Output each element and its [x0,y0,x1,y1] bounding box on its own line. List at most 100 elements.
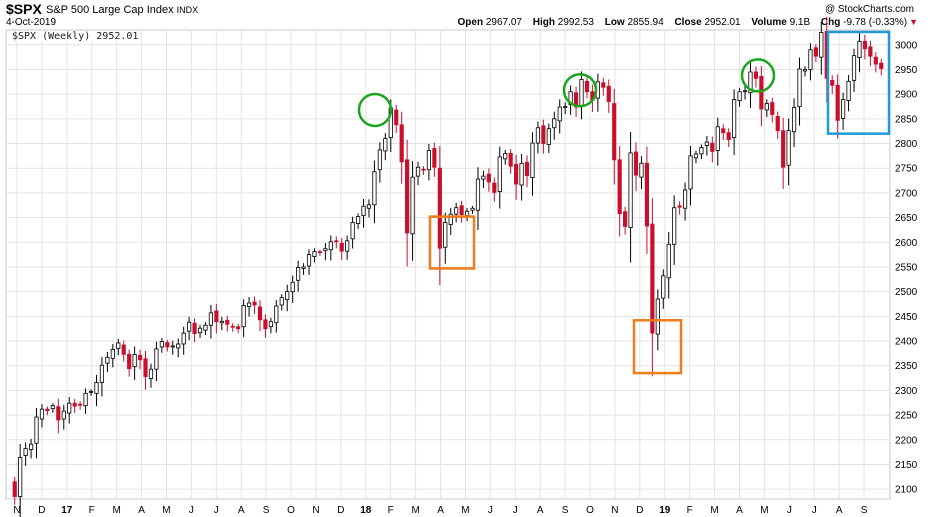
candle-body [192,322,197,335]
candle-body [399,124,404,163]
candle-body [306,254,312,267]
candle-body [514,163,519,185]
candle-body [137,354,143,361]
candle-body [524,161,530,177]
x-tick-label: N [611,505,618,516]
candle-body [704,141,709,146]
candle-body [879,62,884,69]
candle-body [301,266,306,269]
y-tick-label: 2300 [895,386,918,397]
candle-body [677,205,682,208]
candle-body [39,408,45,420]
candle-body [775,115,780,132]
candle-body [486,173,491,183]
candle-body [802,69,808,72]
candle-body [666,243,671,279]
x-tick-label: O [287,505,295,516]
x-tick-label: A [836,505,843,516]
candle-body [355,216,361,224]
x-tick-label: A [238,505,245,516]
x-tick-label: D [636,505,643,516]
candle-body [682,189,688,209]
candle-body [257,306,263,321]
candle-body [99,364,105,383]
y-tick-label: 2750 [895,164,918,175]
y-tick-label: 2200 [895,435,918,446]
candle-body [28,443,34,451]
candle-body [764,103,769,111]
candle-body [617,159,622,215]
volume-label: Volume [751,17,787,28]
candle-body [623,211,628,227]
candle-body [579,78,584,107]
x-tick-label: J [513,505,518,516]
candle-body [699,147,704,155]
candle-body [633,151,639,176]
candle-body [748,71,753,94]
x-tick-label: M [162,505,170,516]
candle-body [83,392,88,407]
candle-body [535,127,541,144]
series-legend: $SPX (Weekly) 2952.01 [10,31,141,42]
candle-body [290,281,295,293]
candle-body [296,267,301,281]
candle-body [519,162,524,186]
candle-body [187,321,192,332]
candle-body [279,297,284,306]
quote-values: Open 2967.07 High 2992.53 Low 2855.94 Cl… [450,17,919,28]
candle-body [481,175,486,180]
x-tick-label: D [337,505,344,516]
candle-body [873,56,878,65]
open-value: 2967.07 [485,17,522,28]
exchange-label: INDX [176,5,199,15]
candle-body [148,368,154,379]
y-tick-label: 2850 [895,114,918,125]
candle-body [230,325,235,328]
green-circle-marker [740,58,776,93]
candle-body [405,159,410,234]
candle-body [170,345,175,348]
x-tick-label: S [263,505,270,516]
candle-body [770,102,775,115]
candle-body [721,128,726,134]
high-label: High [532,17,555,28]
green-circle-marker [562,72,598,108]
candle-body [72,402,77,407]
candle-body [285,291,290,300]
candle-body [410,176,415,235]
orange-box-marker [428,215,476,270]
x-tick-label: D [38,505,45,516]
x-tick-label: M [112,505,120,516]
y-tick-label: 2950 [895,65,918,76]
plot-area [5,29,891,500]
candle-body [797,68,802,107]
candle-body [819,32,824,58]
candle-body [219,320,224,324]
candle-body [263,319,268,330]
candle-body [312,251,317,258]
candle-body [345,240,350,252]
candle-body [105,356,110,364]
candle-body [23,448,28,456]
candle-body [421,168,426,171]
candle-body [693,153,699,159]
candle-body [426,150,432,171]
candle-body [437,167,442,249]
candle-body [143,358,148,377]
x-tick-label: 17 [61,505,73,516]
brand-logo[interactable]: @ StockCharts.com [824,4,914,15]
candle-body [672,207,677,245]
candle-body [813,47,818,57]
candle-body [726,132,731,140]
candle-body [415,166,421,177]
candle-body [34,416,39,444]
candle-body [197,327,203,334]
x-tick-label: S [562,505,569,516]
candle-body [530,142,535,179]
candle-body [45,408,50,412]
candle-body [601,82,606,88]
candle-body [492,182,497,193]
y-tick-label: 2550 [895,262,918,273]
x-tick-label: F [388,505,394,516]
